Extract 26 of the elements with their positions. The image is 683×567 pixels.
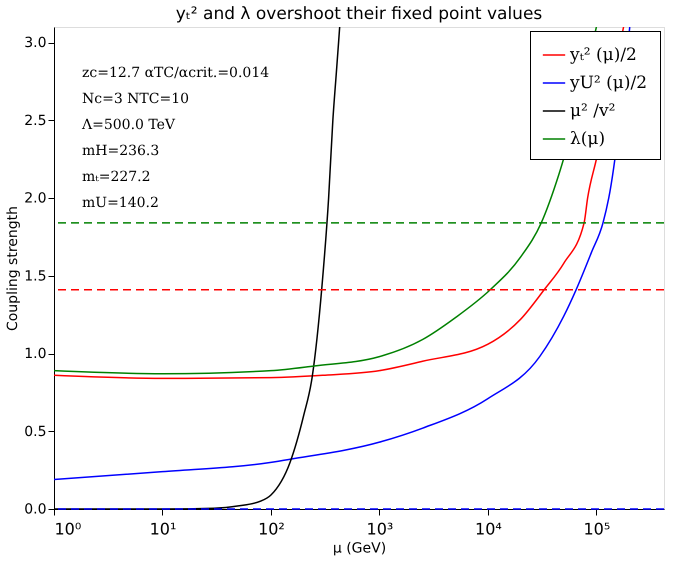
annotation: mU=140.2 [82,195,159,211]
y-tick-label: 0.5 [24,424,46,440]
legend-label: μ² /v² [570,101,616,121]
y-tick-label: 2.5 [24,112,46,129]
x-tick-label: 10³ [366,520,394,538]
annotation: mH=236.3 [82,143,160,159]
annotation: Nc=3 NTC=10 [82,91,190,107]
legend-label: λ(μ) [570,129,606,149]
legend-label: yU² (μ)/2 [569,73,648,93]
x-tick-label: 10⁵ [584,520,610,538]
x-tick-label: 10² [258,520,285,538]
y-tick-label: 1.5 [24,268,46,284]
y-tick-label: 3.0 [24,35,46,52]
y-tick-label: 2.0 [24,190,46,207]
annotation: zc=12.7 αTC/αcrit.=0.014 [82,65,270,81]
y-axis-title: Coupling strength [5,206,22,332]
chart-title: yₜ² and λ overshoot their fixed point values [176,4,542,24]
x-axis-title: μ (GeV) [332,540,386,556]
y-tick-label: 1.0 [24,346,46,362]
x-tick-label: 10⁴ [475,520,502,538]
annotation: Λ=500.0 TeV [81,117,176,133]
annotation: mₜ=227.2 [82,169,151,185]
y-tick-label: 0.0 [24,502,46,518]
x-tick-label: 10⁰ [54,520,82,538]
x-tick-label: 10¹ [150,520,176,538]
legend-label: yₜ² (μ)/2 [569,45,637,65]
